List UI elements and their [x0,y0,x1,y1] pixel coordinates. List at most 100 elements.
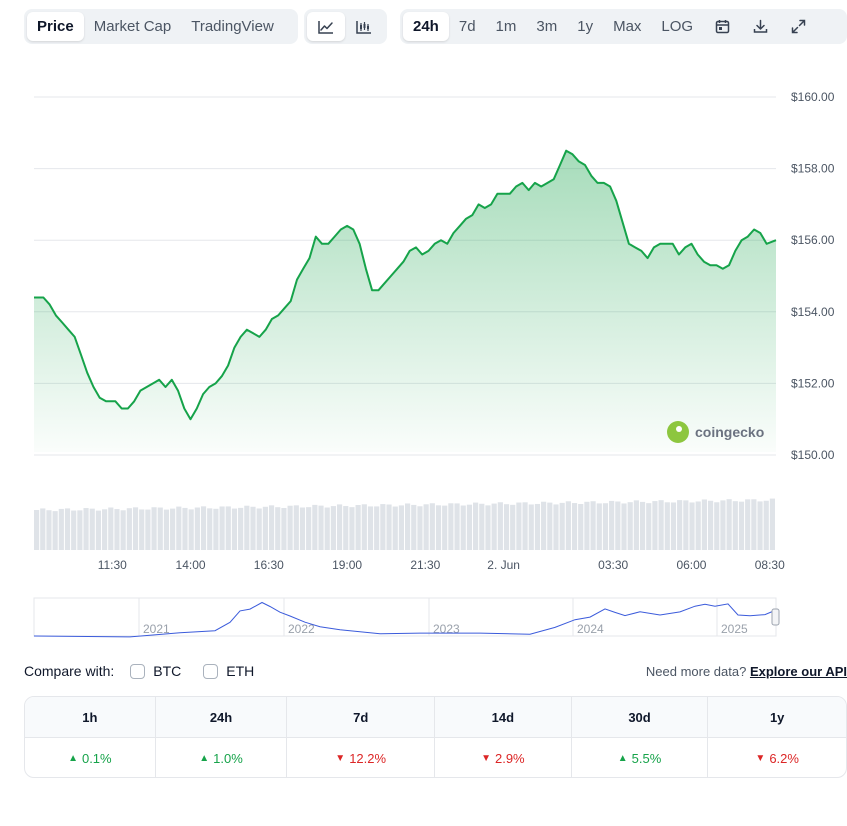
volume-bar [52,511,58,550]
performance-header-1y: 1y [769,709,785,725]
volume-bar [336,504,343,550]
volume-bar [34,510,40,550]
checkbox-box[interactable] [203,663,219,679]
volume-bar [355,504,361,550]
compare-btc-checkbox[interactable]: BTC [130,663,181,679]
volume-bar [547,502,553,550]
range-7d[interactable]: 7d [458,18,476,35]
volume-bar [429,503,435,550]
volume-bar [621,503,627,550]
volume-bar [541,501,547,550]
volume-bar [596,503,602,550]
x-tick-label: 19:00 [332,558,362,572]
volume-bar [466,504,473,550]
volume-bar [132,507,139,550]
line-chart-icon [318,20,333,34]
volume-bar [448,503,454,550]
performance-value-1h: ▲ 0.1% [25,738,156,777]
volume-bar [571,503,578,550]
navigator-year-label: 2024 [577,622,604,636]
volume-bar [491,503,497,550]
volume-bar [522,502,528,550]
explore-api-link[interactable]: Explore our API [749,663,847,679]
checkbox-box[interactable] [130,663,146,679]
performance-value-24h: ▲ 1.0% [156,738,288,777]
volume-bar [689,502,695,550]
volume-bar [590,501,596,550]
caret-down-icon: ▼ [335,753,346,764]
y-tick-label: $156.00 [791,233,835,247]
volume-bar [343,506,349,550]
range-3m[interactable]: 3m [536,18,558,35]
performance-value-row: ▲ 0.1% ▲ 1.0% ▼ 12.2% ▼ 2.9% ▲ 5.5% ▼ 6.2% [25,738,846,777]
fullscreen-button[interactable] [779,12,817,41]
caret-up-icon: ▲ [199,753,210,764]
navigator-year-label: 2025 [721,622,748,636]
volume-bar [726,499,732,550]
volume-bar [695,501,701,550]
performance-value-text: 5.5% [631,751,662,766]
coingecko-watermark: coingecko [667,421,764,443]
volume-bar [473,502,479,550]
range-1y[interactable]: 1y [577,18,594,35]
compare-eth-checkbox[interactable]: ETH [203,663,254,679]
volume-bar [108,507,114,550]
navigator-year-label: 2021 [143,622,170,636]
volume-bar [380,504,386,550]
volume-bar [763,500,769,550]
download-button[interactable] [741,12,779,41]
line-chart-button[interactable] [307,12,345,41]
volume-bar [677,500,683,550]
volume-bar [398,505,404,550]
volume-bar [244,505,250,550]
performance-header-1h: 1h [25,697,156,737]
volume-bar [559,502,565,550]
tab-price[interactable]: Price [27,12,84,41]
view-tab-group: Price Market Cap TradingView [24,9,298,44]
navigator-year-label: 2023 [433,622,460,636]
range-1m[interactable]: 1m [495,18,517,35]
x-tick-label: 11:30 [98,558,127,572]
volume-bar [658,500,664,550]
candlestick-button[interactable] [345,12,383,41]
volume-bar [442,505,448,550]
volume-bar [454,503,460,550]
x-tick-label: 16:30 [254,558,284,572]
volume-bar [157,507,163,550]
volume-bar [714,502,720,550]
volume-bar [281,507,287,550]
compare-btc-label: BTC [153,663,182,679]
tab-market-cap[interactable]: Market Cap [93,18,172,35]
range-24h[interactable]: 24h [403,12,449,41]
volume-bar [615,501,621,550]
volume-bar [361,504,367,550]
x-tick-label: 2. Jun [487,558,520,572]
volume-bar [324,507,330,550]
volume-bar [120,510,126,550]
calendar-button[interactable] [703,12,741,41]
volume-bar [71,510,77,550]
navigator-year-labels: 2021 2022 2023 2024 2025 [138,598,748,636]
volume-bar [720,500,726,550]
volume-bar [200,506,207,550]
volume-bar [751,499,757,550]
volume-bar [633,500,639,550]
price-line [34,149,777,421]
performance-value-1y: ▼ 6.2% [708,738,846,777]
api-promo: Need more data? Explore our API [646,664,847,679]
price-chart[interactable]: $160.00 $158.00 $156.00 $154.00 $152.00 $150.… [0,0,847,660]
volume-bar [182,507,188,550]
range-navigator[interactable]: 2021 2022 2023 2024 2025 [33,597,780,638]
volume-bar [262,506,268,550]
performance-value-text: 2.9% [494,751,525,766]
volume-bar [225,506,231,550]
volume-bar [584,501,590,550]
volume-bar [102,509,108,550]
navigator-line [33,601,777,638]
navigator-handle[interactable] [771,608,780,626]
volume-bar [485,505,491,550]
log-toggle[interactable]: LOG [661,18,694,35]
range-max[interactable]: Max [613,18,642,35]
caret-up-icon: ▲ [617,753,628,764]
tab-tradingview[interactable]: TradingView [191,18,274,35]
